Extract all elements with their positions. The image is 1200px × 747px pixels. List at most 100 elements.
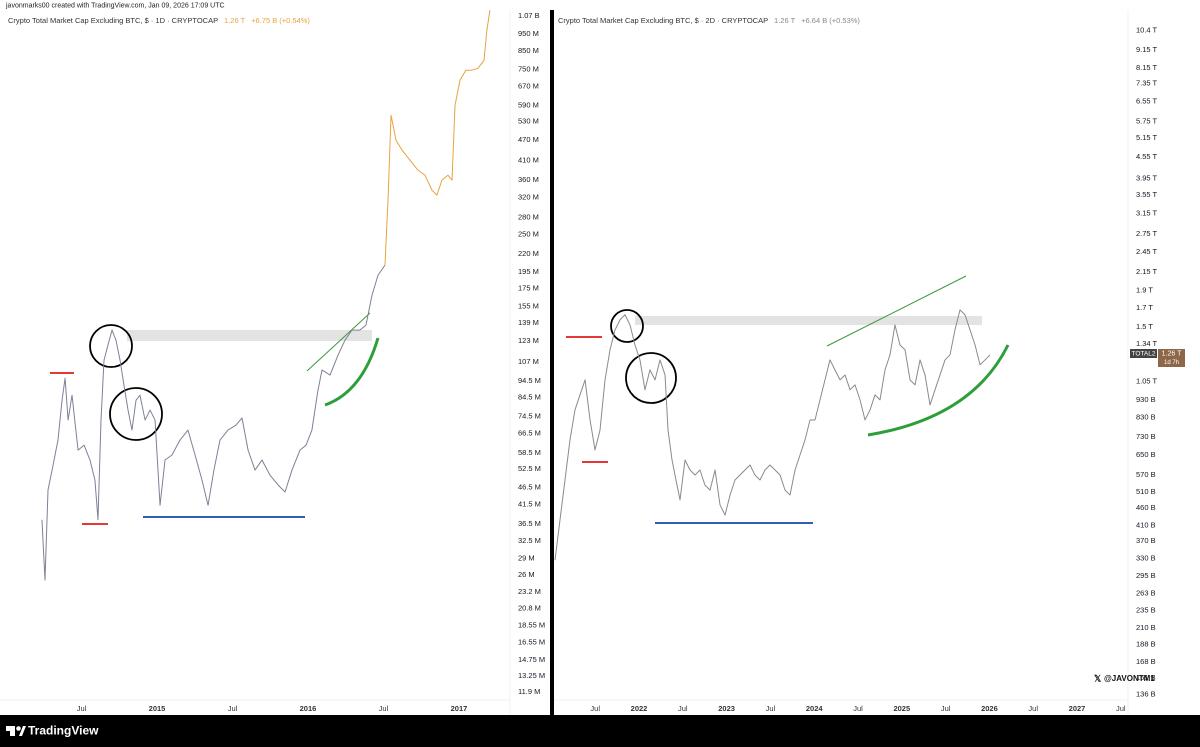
x-tick-label: 2023 bbox=[718, 704, 735, 713]
plots: 1.07 B 950 M 850 M 750 M 670 M 590 M 530 M 470 … bbox=[41, 10, 1158, 713]
resistance-zone bbox=[127, 330, 372, 341]
x-tick-label: Jul bbox=[678, 704, 688, 713]
price: 1.26 T bbox=[774, 16, 796, 25]
y-tick-label: 84.5 M bbox=[518, 393, 541, 402]
price-tag-price: 1.26 T bbox=[1162, 351, 1182, 358]
y-tick-label: 14.75 M bbox=[518, 655, 545, 664]
highlight-circle bbox=[625, 352, 677, 404]
y-tick-label: 74.5 M bbox=[518, 412, 541, 421]
watermark: @JAVONTM1 bbox=[1104, 674, 1155, 683]
y-tick-label: 2.15 T bbox=[1136, 267, 1158, 276]
y-tick-label: 670 M bbox=[518, 82, 539, 91]
y-tick-label: 8.15 T bbox=[1136, 63, 1158, 72]
y-tick-label: 1.7 T bbox=[1136, 303, 1153, 312]
x-tick-label: Jul bbox=[941, 704, 951, 713]
y-tick-label: 175 M bbox=[518, 283, 539, 292]
y-tick-label: 13.25 M bbox=[518, 671, 545, 680]
y-tick-label: 263 B bbox=[1136, 588, 1156, 597]
y-tick-label: 590 M bbox=[518, 101, 539, 110]
y-tick-label: 750 M bbox=[518, 65, 539, 74]
y-tick-label: 195 M bbox=[518, 267, 539, 276]
y-tick-label: 410 B bbox=[1136, 520, 1156, 529]
y-tick-label: 950 M bbox=[518, 29, 539, 38]
credit: javonmarks00 created with TradingView.co… bbox=[5, 2, 225, 9]
y-tick-label: 1.07 B bbox=[518, 11, 540, 20]
y-tick-label: 16.55 M bbox=[518, 638, 545, 647]
price-tag-countdown: 1d 7h bbox=[1164, 360, 1179, 366]
price-tag-symbol bbox=[1130, 349, 1157, 358]
drawings bbox=[566, 275, 1010, 524]
y-tick-label: 46.5 M bbox=[518, 482, 541, 491]
chart-header: Crypto Total Market Cap Excluding BTC, $… bbox=[558, 16, 860, 25]
x-tick-label: 2016 bbox=[300, 704, 317, 713]
x-tick-label: 2024 bbox=[806, 704, 824, 713]
y-tick-label: 1.05 T bbox=[1136, 376, 1158, 385]
y-tick-label: 168 B bbox=[1136, 657, 1156, 666]
x-tick-label: 2015 bbox=[149, 704, 166, 713]
resistance-zone bbox=[635, 316, 982, 325]
y-tick-label: 250 M bbox=[518, 230, 539, 239]
y-tick-label: 570 B bbox=[1136, 470, 1156, 479]
x-tick-label: 2025 bbox=[893, 704, 910, 713]
trend-line bbox=[826, 275, 967, 347]
y-tick-label: 330 B bbox=[1136, 554, 1156, 563]
x-tick-label: Jul bbox=[853, 704, 863, 713]
y-tick-label: 32.5 M bbox=[518, 536, 541, 545]
y-tick-label: 36.5 M bbox=[518, 519, 541, 528]
y-tick-label: 830 B bbox=[1136, 412, 1156, 421]
chart-title: Crypto Total Market Cap Excluding BTC, $… bbox=[558, 16, 768, 25]
y-tick-label: 850 M bbox=[518, 46, 539, 55]
y-tick-label: 94.5 M bbox=[518, 376, 541, 385]
price-line bbox=[554, 309, 991, 561]
highlight-circle bbox=[610, 309, 644, 343]
x-tick-label: Jul bbox=[228, 704, 238, 713]
y-tick-label: 470 M bbox=[518, 135, 539, 144]
y-tick-label: 151 B bbox=[1136, 673, 1156, 682]
y-tick-label: 29 M bbox=[518, 553, 535, 562]
brand-logo bbox=[6, 726, 26, 736]
chart-title: Crypto Total Market Cap Excluding BTC, $… bbox=[8, 16, 218, 25]
y-tick-label: 280 M bbox=[518, 213, 539, 222]
highlight-circle bbox=[89, 324, 133, 368]
y-tick-label: 1.34 T bbox=[1136, 339, 1158, 348]
y-tick-label: 2.45 T bbox=[1136, 247, 1158, 256]
x-tick-label: 2027 bbox=[1069, 704, 1086, 713]
y-tick-label: 18.55 M bbox=[518, 621, 545, 630]
y-tick-label: 9.15 T bbox=[1136, 45, 1158, 54]
y-tick-label: 530 M bbox=[518, 117, 539, 126]
chart-header: Crypto Total Market Cap Excluding BTC, $… bbox=[8, 16, 310, 25]
y-tick-label: 11.9 M bbox=[518, 687, 540, 696]
x-tick-label: 2017 bbox=[451, 704, 468, 713]
y-tick-label: 188 B bbox=[1136, 640, 1156, 649]
y-tick-label: 370 B bbox=[1136, 536, 1156, 545]
y-tick-label: 235 B bbox=[1136, 606, 1156, 615]
y-tick-label: 26 M bbox=[518, 570, 535, 579]
y-tick-label: 1.5 T bbox=[1136, 322, 1153, 331]
y-tick-label: 52.5 M bbox=[518, 464, 541, 473]
y-tick-label: 66.5 M bbox=[518, 429, 541, 438]
x-tick-label: 2026 bbox=[981, 704, 998, 713]
y-tick-label: 10.4 T bbox=[1136, 26, 1158, 35]
y-tick-label: 320 M bbox=[518, 193, 539, 202]
change: +6.64 B (+0.53%) bbox=[801, 16, 860, 25]
y-tick-label: 510 B bbox=[1136, 487, 1156, 496]
change: +6.75 B (+0.54%) bbox=[251, 16, 310, 25]
brand: TradingView bbox=[28, 724, 99, 738]
y-tick-label: 3.55 T bbox=[1136, 190, 1158, 199]
drawings bbox=[50, 312, 380, 525]
credit-bar bbox=[0, 0, 1200, 10]
price-line bbox=[384, 10, 491, 266]
x-tick-label: Jul bbox=[766, 704, 776, 713]
x-tick-label: Jul bbox=[1028, 704, 1038, 713]
x-tick-label: Jul bbox=[379, 704, 389, 713]
y-tick-label: 295 B bbox=[1136, 571, 1156, 580]
y-tick-label: 58.5 M bbox=[518, 448, 541, 457]
highlight-circle bbox=[109, 387, 163, 441]
y-tick-label: 3.95 T bbox=[1136, 174, 1158, 183]
y-tick-label: 730 B bbox=[1136, 432, 1156, 441]
y-tick-label: 7.35 T bbox=[1136, 79, 1158, 88]
y-tick-label: 23.2 M bbox=[518, 587, 541, 596]
y-tick-label: 410 M bbox=[518, 155, 539, 164]
price-tag-symbol-text: TOTAL2 bbox=[1132, 350, 1156, 357]
